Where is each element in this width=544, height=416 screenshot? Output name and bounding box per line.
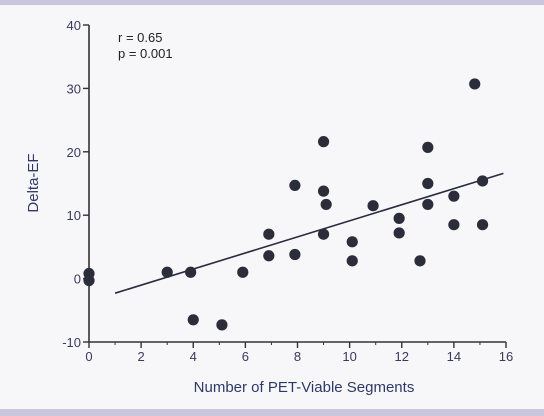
data-point	[185, 266, 197, 278]
data-point	[393, 212, 405, 224]
data-point	[448, 190, 460, 202]
data-point	[422, 198, 434, 211]
data-point	[422, 177, 434, 190]
data-point	[317, 228, 330, 240]
y-tick-label: 10	[67, 208, 81, 223]
data-point	[237, 266, 249, 278]
data-point	[448, 219, 460, 231]
x-axis-title: Number of PET-Viable Segments	[194, 379, 415, 396]
x-tick-label: 2	[138, 349, 145, 364]
data-point	[476, 219, 489, 231]
x-tick-label: 0	[85, 349, 92, 364]
data-point	[346, 236, 358, 248]
data-point	[289, 248, 301, 261]
y-tick-label: -10	[62, 335, 81, 350]
stat-annotations: r = 0.65p = 0.001	[118, 30, 173, 61]
data-point	[346, 255, 358, 267]
data-point	[216, 319, 228, 331]
data-point	[263, 228, 275, 240]
x-tick-label: 4	[190, 349, 197, 364]
x-tick-label: 8	[294, 349, 301, 364]
x-tick-label: 12	[395, 349, 409, 364]
y-tick-label: 20	[67, 145, 81, 160]
data-point	[161, 266, 173, 278]
data-point	[367, 200, 379, 212]
data-point	[317, 185, 330, 197]
tick-marks	[83, 24, 507, 348]
data-point	[263, 250, 275, 262]
regression-line-group	[114, 172, 504, 294]
data-point	[414, 255, 426, 267]
data-point	[83, 274, 95, 287]
data-point	[422, 141, 434, 153]
x-tick-label: 6	[242, 349, 249, 364]
y-tick-label: 30	[67, 81, 81, 96]
data-point	[289, 179, 301, 192]
data-point	[317, 136, 330, 148]
regression-line	[114, 172, 504, 294]
data-points	[83, 78, 489, 331]
y-axis-title: Delta-EF	[25, 153, 42, 212]
data-point	[393, 227, 405, 239]
data-point	[320, 198, 332, 211]
data-point	[187, 314, 199, 326]
p-value-label: p = 0.001	[118, 46, 173, 61]
r-value-label: r = 0.65	[118, 30, 162, 45]
x-tick-label: 16	[499, 349, 513, 364]
y-tick-label: 0	[74, 272, 81, 287]
data-point	[469, 78, 481, 90]
data-point	[476, 175, 489, 187]
x-tick-label: 14	[447, 349, 461, 364]
x-tick-label: 10	[342, 349, 356, 364]
tick-labels: 0 2 4 6 8 10 12 14 16 -10 0 10 20 30 40	[62, 18, 513, 364]
y-tick-label: 40	[67, 18, 81, 33]
